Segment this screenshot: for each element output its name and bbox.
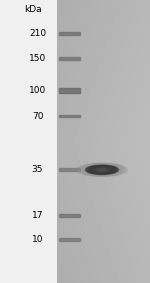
Ellipse shape	[99, 169, 105, 171]
Ellipse shape	[101, 166, 103, 173]
Ellipse shape	[100, 169, 104, 170]
Bar	[58, 115, 80, 117]
Ellipse shape	[85, 165, 119, 175]
Ellipse shape	[91, 165, 113, 175]
Ellipse shape	[99, 166, 105, 173]
Text: 10: 10	[32, 235, 43, 244]
Ellipse shape	[97, 168, 107, 171]
Bar	[58, 214, 80, 217]
Ellipse shape	[86, 164, 118, 175]
Ellipse shape	[88, 164, 116, 175]
Ellipse shape	[78, 163, 126, 176]
Ellipse shape	[82, 164, 122, 176]
Ellipse shape	[89, 166, 115, 173]
Ellipse shape	[90, 166, 114, 173]
Text: 100: 100	[29, 86, 46, 95]
Bar	[58, 32, 80, 35]
Ellipse shape	[95, 168, 109, 172]
Bar	[58, 57, 80, 60]
Ellipse shape	[85, 164, 119, 175]
Bar	[58, 238, 80, 241]
Ellipse shape	[79, 163, 125, 176]
Text: 210: 210	[29, 29, 46, 38]
Ellipse shape	[89, 165, 115, 175]
Ellipse shape	[84, 164, 120, 176]
Ellipse shape	[96, 166, 108, 174]
Bar	[58, 88, 80, 93]
Ellipse shape	[94, 168, 110, 172]
Ellipse shape	[92, 167, 112, 173]
Bar	[58, 168, 80, 171]
Ellipse shape	[92, 165, 112, 175]
Ellipse shape	[98, 166, 106, 174]
Text: 70: 70	[32, 112, 43, 121]
Ellipse shape	[93, 165, 111, 174]
Ellipse shape	[87, 166, 117, 174]
Ellipse shape	[76, 163, 128, 177]
Text: kDa: kDa	[24, 5, 42, 14]
Ellipse shape	[81, 164, 123, 176]
Text: 150: 150	[29, 54, 46, 63]
Text: 17: 17	[32, 211, 43, 220]
Text: 35: 35	[32, 165, 43, 174]
Ellipse shape	[95, 166, 109, 174]
